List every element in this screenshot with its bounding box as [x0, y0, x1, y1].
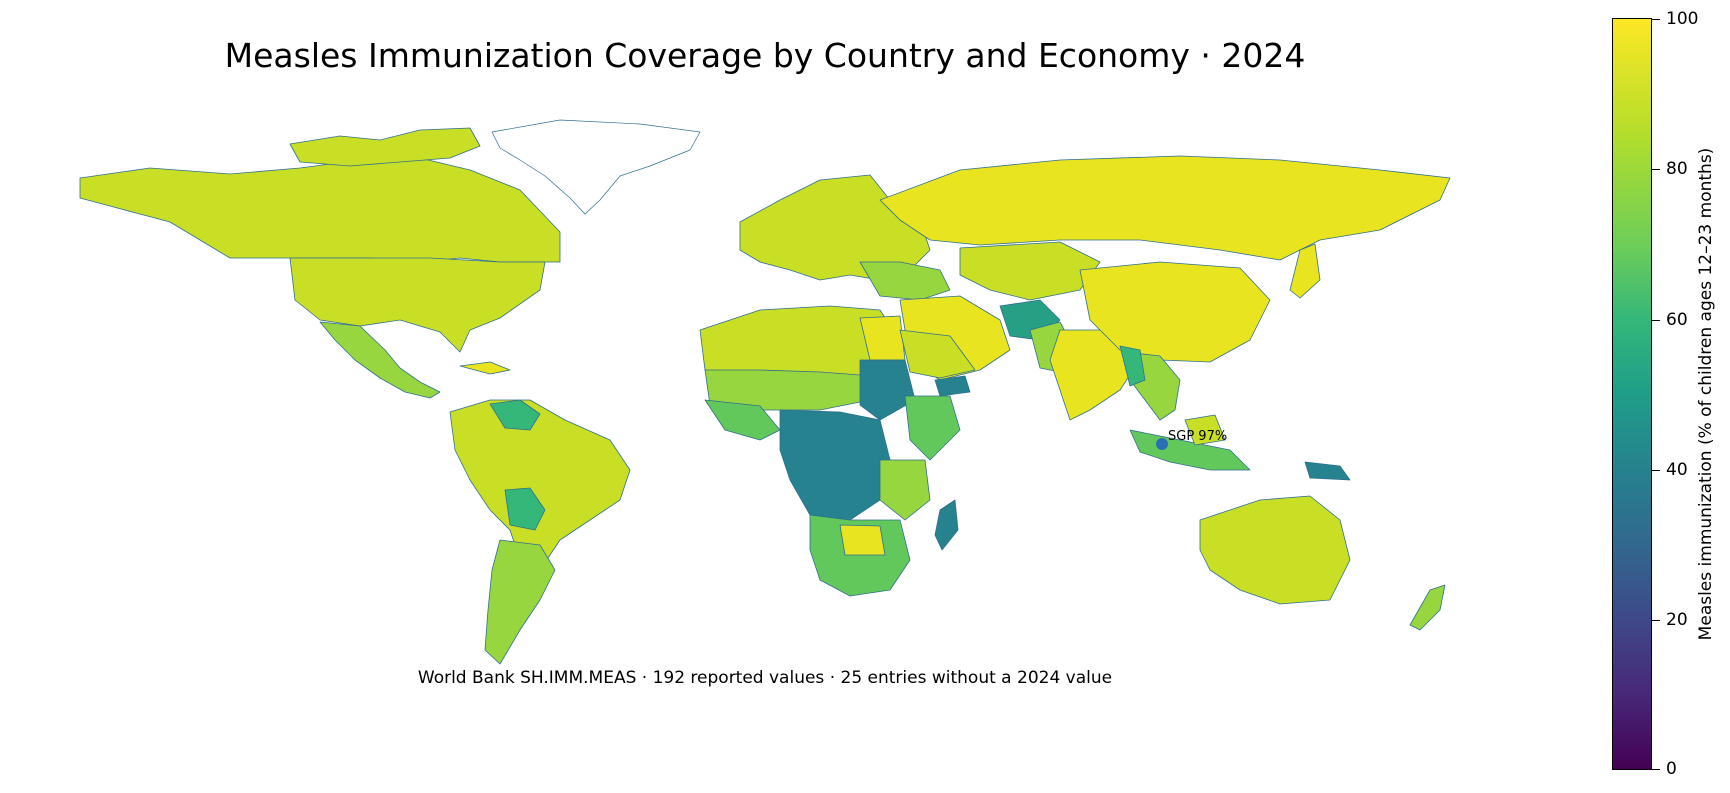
colorbar-ticklabel-0: 0 — [1666, 759, 1677, 779]
world-choropleth-map: SGP 97% — [79, 119, 1451, 665]
region-australia — [1199, 495, 1351, 605]
colorbar — [1612, 18, 1652, 770]
region-china — [1079, 261, 1271, 363]
region-yemen — [934, 375, 971, 397]
region-horn — [904, 395, 961, 461]
region-russia — [879, 155, 1451, 261]
colorbar-ticklabel-20: 20 — [1666, 610, 1688, 630]
region-japan — [1289, 243, 1321, 299]
colorbar-ticklabel-100: 100 — [1666, 9, 1699, 29]
region-east-africa — [879, 459, 931, 521]
region-west-africa — [704, 399, 781, 441]
region-mexico — [319, 321, 441, 399]
region-north-america-north — [79, 157, 561, 263]
colorbar-ticklabel-60: 60 — [1666, 310, 1688, 330]
region-usa — [289, 257, 546, 353]
region-arabia — [899, 329, 976, 379]
colorbar-ticklabel-80: 80 — [1666, 159, 1688, 179]
colorbar-tick-80 — [1652, 169, 1660, 170]
region-central-asia — [959, 241, 1101, 301]
region-png — [1304, 461, 1351, 481]
colorbar-tick-40 — [1652, 470, 1660, 471]
region-south-america-north — [449, 399, 631, 571]
region-myanmar — [1119, 345, 1146, 387]
region-central-africa — [779, 409, 891, 521]
colorbar-tick-0 — [1652, 769, 1660, 770]
map-subtitle: World Bank SH.IMM.MEAS · 192 reported va… — [417, 668, 1113, 688]
colorbar-ticklabel-40: 40 — [1666, 460, 1688, 480]
region-venezuela — [489, 399, 541, 431]
region-madagascar — [934, 499, 959, 551]
region-bolivia — [504, 487, 546, 531]
colorbar-label: Measles immunization (% of children ages… — [1696, 147, 1716, 641]
region-new-zealand — [1409, 584, 1446, 631]
singapore-marker — [1156, 438, 1168, 450]
singapore-annotation: SGP 97% — [1168, 429, 1227, 444]
colorbar-tick-20 — [1652, 620, 1660, 621]
region-greenland — [491, 119, 701, 215]
region-arctic-islands — [289, 127, 481, 167]
region-southern-africa — [809, 514, 911, 597]
region-balkans — [859, 261, 951, 301]
region-sudan — [859, 359, 916, 421]
region-southern-cone — [484, 539, 556, 665]
map-title: Measles Immunization Coverage by Country… — [224, 36, 1306, 75]
colorbar-tick-60 — [1652, 320, 1660, 321]
colorbar-tick-100 — [1652, 19, 1660, 20]
region-botswana — [839, 524, 886, 556]
region-caribbean — [459, 361, 511, 375]
region-borneo — [1184, 414, 1226, 446]
